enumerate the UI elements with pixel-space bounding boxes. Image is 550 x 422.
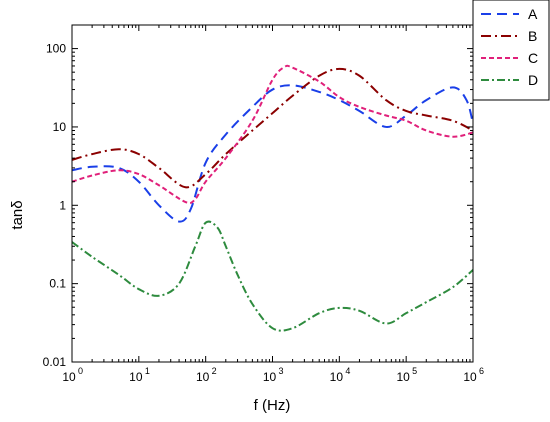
legend-label-a: A — [528, 6, 538, 22]
x-tick-exponent: 5 — [412, 366, 417, 376]
x-tick-exponent: 0 — [78, 366, 83, 376]
x-tick-exponent: 6 — [479, 366, 484, 376]
y-axis-title: tanδ — [9, 200, 26, 229]
y-tick-label: 0.01 — [43, 355, 67, 369]
legend-label-b: B — [528, 28, 537, 44]
axes — [71, 24, 474, 363]
y-tick-label: 10 — [53, 120, 67, 134]
y-tick-label: 0.1 — [49, 277, 66, 291]
y-tick-label: 100 — [46, 42, 66, 56]
x-tick-label: 10 — [263, 370, 277, 384]
x-tick-exponent: 3 — [279, 366, 284, 376]
x-tick-label: 10 — [396, 370, 410, 384]
series-line-d — [72, 220, 473, 332]
legend-box — [472, 0, 550, 101]
x-tick-label: 10 — [463, 370, 477, 384]
series-line-a — [72, 84, 473, 223]
series-line-b — [72, 67, 473, 189]
y-tick-label: 1 — [59, 198, 66, 212]
x-tick-exponent: 4 — [345, 366, 350, 376]
x-tick-label: 10 — [62, 370, 76, 384]
legend-label-d: D — [528, 72, 538, 88]
x-tick-label: 10 — [129, 370, 143, 384]
x-tick-label: 10 — [196, 370, 210, 384]
x-tick-exponent: 2 — [212, 366, 217, 376]
x-axis-title: f (Hz) — [254, 397, 291, 414]
series-line-c — [72, 64, 473, 205]
plot-frame — [71, 24, 474, 363]
series-curves — [72, 64, 473, 332]
legend-label-c: C — [528, 50, 538, 66]
x-tick-exponent: 1 — [145, 366, 150, 376]
x-tick-label: 10 — [330, 370, 344, 384]
